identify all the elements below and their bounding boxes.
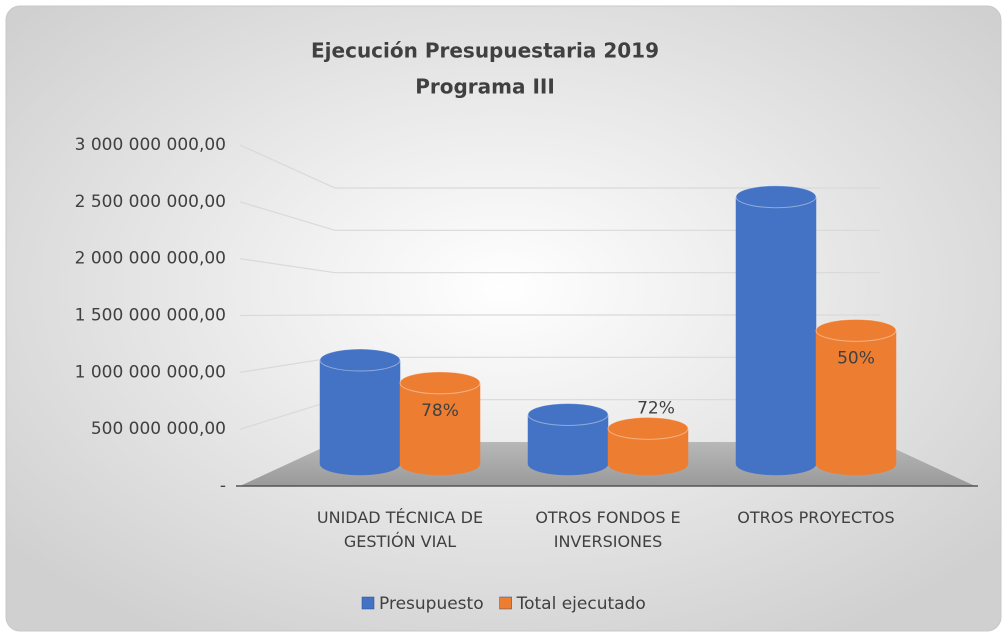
bar [607,428,689,476]
bar-top [815,318,897,342]
bar [527,414,609,476]
data-label: 50% [837,348,875,368]
y-tick-label: 3 000 000 000,00 [75,135,226,155]
cylinder [319,348,401,476]
chart-title: Programa III [415,75,555,99]
y-tick-label: - [220,476,226,496]
y-tick-label: 2 000 000 000,00 [75,249,226,269]
cylinder [735,185,817,476]
cylinder [527,403,609,476]
chart-title: Ejecución Presupuestaria 2019 [311,39,659,63]
bar [815,330,897,476]
grid-line [239,314,880,317]
cylinder [399,371,481,476]
bar [735,196,817,476]
data-label: 72% [637,398,675,418]
cylinder [607,416,689,476]
legend-swatch [499,596,512,610]
cylinder [815,318,897,476]
grid-line [239,144,880,189]
x-tick-label: OTROS PROYECTOS [737,508,895,527]
bar-top [735,185,817,209]
y-tick-label: 1 500 000 000,00 [75,306,226,326]
x-tick-label: UNIDAD TÉCNICA DE GESTIÓN VIAL [316,508,484,551]
bar-top [607,416,689,440]
bar-top [527,403,609,426]
bar [319,359,401,476]
y-tick-label: 1 000 000 000,00 [75,362,226,382]
legend-label: Total ejecutado [516,594,646,614]
grid-line [239,258,880,274]
grid-line [239,201,880,231]
y-tick-label: 500 000 000,00 [91,419,226,439]
legend-label: Presupuesto [379,594,484,614]
data-label: 78% [421,401,459,421]
x-tick-label: OTROS FONDOS E INVERSIONES [535,508,681,551]
bar-top [319,348,401,372]
legend-swatch [361,596,375,610]
bar-top [399,371,481,395]
y-tick-label: 2 500 000 000,00 [75,192,226,212]
bar [399,382,481,476]
